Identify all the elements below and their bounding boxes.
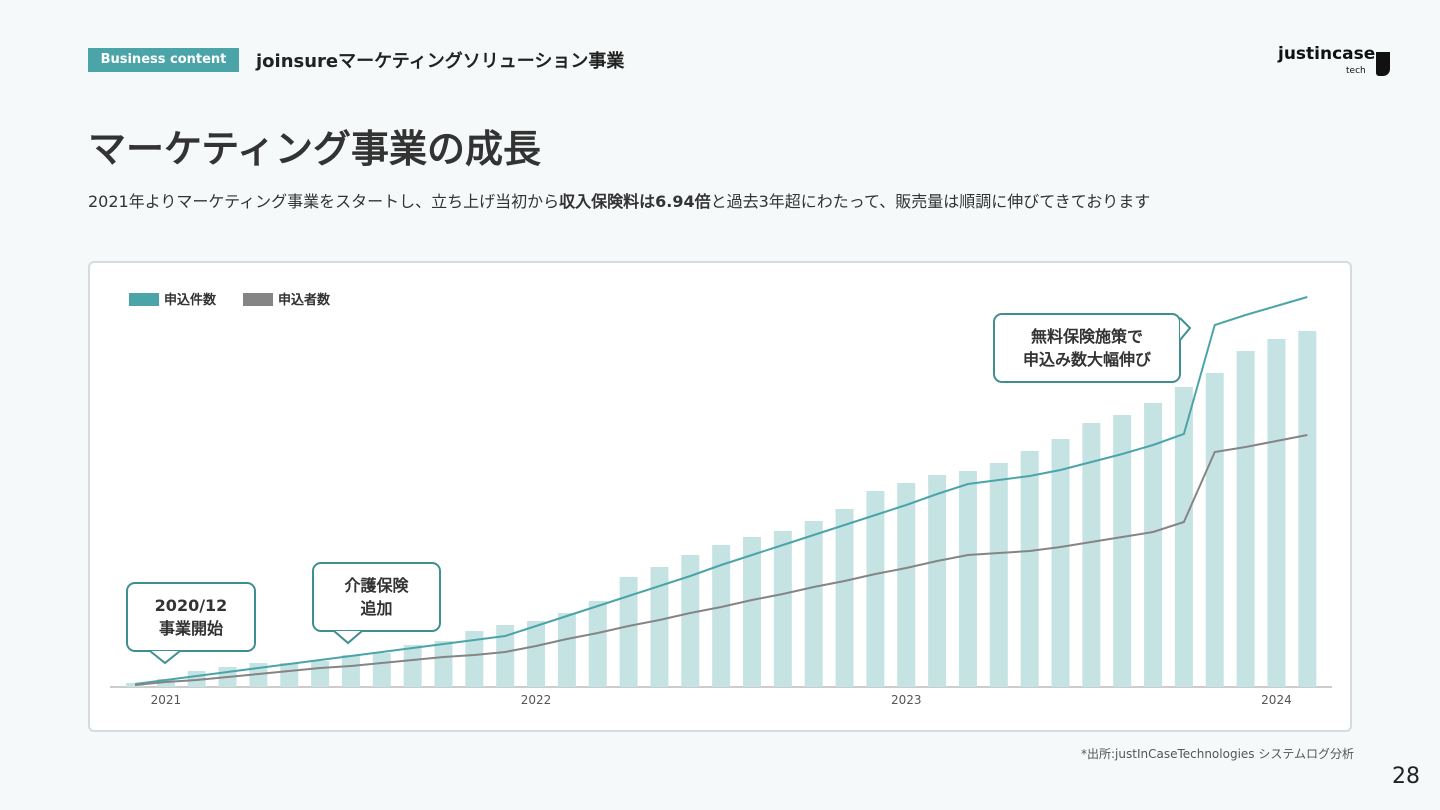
bar (804, 521, 823, 687)
bar (989, 463, 1008, 687)
bar (1205, 373, 1224, 687)
subtitle: 2021年よりマーケティング事業をスタートし、立ち上げ当初から収入保険料は6.9… (88, 188, 1150, 212)
line (134, 434, 1308, 686)
callout-box (126, 582, 256, 652)
callout-tip (333, 630, 363, 645)
callout-text: 申込み数大幅伸び (1023, 350, 1152, 369)
bar (1298, 331, 1317, 687)
bar (1144, 403, 1163, 687)
x-tick-label: 2021 (151, 693, 182, 707)
subtitle-text: 2021年よりマーケティング事業をスタートし、立ち上げ当初から (88, 192, 560, 211)
bar (897, 483, 916, 687)
bar (773, 531, 792, 687)
x-tick-label: 2023 (891, 693, 922, 707)
bar (712, 545, 731, 687)
callout-tip (1179, 317, 1192, 341)
bar (588, 601, 607, 687)
bar (958, 471, 977, 687)
bar (496, 625, 515, 687)
page-number: 28 (1392, 764, 1420, 789)
bar (835, 509, 854, 687)
callout-text: 無料保険施策で (1031, 327, 1143, 346)
bar (928, 475, 947, 687)
callout-text: 追加 (360, 599, 392, 618)
bar (1020, 451, 1039, 687)
bar (681, 555, 700, 687)
logo-sub: tech (1346, 66, 1366, 76)
callout-tip (149, 650, 181, 665)
bar (1267, 339, 1286, 687)
subtitle-text: と過去3年超にわたって、販売量は順調に伸びてきております (710, 192, 1151, 211)
bar (311, 661, 330, 687)
bar (434, 641, 453, 687)
page-title: マーケティング事業の成長 (88, 127, 541, 171)
bar (619, 577, 638, 687)
bar (403, 645, 422, 687)
bar (557, 613, 576, 687)
line (134, 296, 1308, 685)
tag: Business content (88, 48, 239, 72)
callout-box (312, 562, 441, 632)
bar (372, 653, 391, 687)
bar (1082, 423, 1101, 687)
callout-box (993, 313, 1181, 383)
subtitle-highlight: 収入保険料は6.94倍 (559, 192, 711, 211)
bar (1174, 387, 1193, 687)
header-title: joinsureマーケティングソリューション事業 (256, 51, 625, 72)
bar (465, 631, 484, 687)
bar (743, 537, 761, 687)
legend-label: 申込者数 (278, 292, 331, 308)
x-tick-label: 2022 (521, 693, 552, 707)
legend-swatch (129, 293, 159, 306)
callout-text: 事業開始 (159, 619, 223, 638)
source: *出所:justInCaseTechnologies システムログ分析 (1081, 747, 1354, 761)
logo: justincase (1278, 44, 1376, 64)
legend-label: 申込件数 (164, 292, 217, 308)
bar (527, 621, 546, 687)
logo-mark (1376, 52, 1390, 76)
bar (650, 567, 669, 687)
bar (280, 663, 299, 687)
bar (866, 491, 885, 687)
bar (1051, 439, 1070, 687)
callout-text: 2020/12 (155, 596, 228, 615)
callout-text: 介護保険 (344, 576, 409, 595)
bar (341, 655, 360, 687)
bar (1113, 415, 1132, 687)
legend-swatch (243, 293, 273, 306)
bar (1236, 351, 1255, 687)
x-tick-label: 2024 (1261, 693, 1292, 707)
